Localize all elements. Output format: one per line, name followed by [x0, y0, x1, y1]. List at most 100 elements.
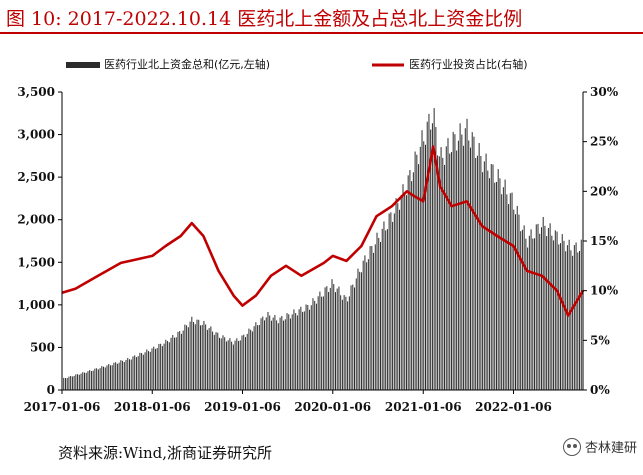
- bar: [449, 153, 451, 390]
- x-tick-label: 2017-01-06: [24, 400, 101, 414]
- bar: [497, 169, 499, 390]
- wechat-icon: [562, 437, 581, 456]
- bar: [502, 187, 504, 390]
- bar: [373, 252, 375, 390]
- bar: [407, 175, 409, 390]
- legend-label-bar: 医药行业北上资金总和(亿元,左轴): [104, 57, 270, 71]
- bar: [347, 301, 349, 390]
- bar: [229, 338, 231, 390]
- bar: [438, 156, 440, 390]
- bar: [424, 144, 426, 390]
- bar: [298, 309, 300, 390]
- bar: [476, 155, 478, 390]
- bar: [388, 213, 390, 390]
- bar: [296, 315, 298, 390]
- bar: [348, 296, 350, 390]
- bar: [504, 179, 506, 390]
- bar: [193, 322, 195, 390]
- bar: [371, 245, 373, 390]
- bar: [208, 328, 210, 390]
- bar: [246, 333, 248, 390]
- bar: [374, 244, 376, 390]
- bar: [270, 320, 272, 390]
- bar: [205, 324, 207, 390]
- bar: [437, 155, 439, 390]
- bar: [485, 153, 487, 390]
- bar: [108, 364, 110, 390]
- bar: [291, 314, 293, 390]
- y-right-tick-label: 25%: [590, 135, 619, 149]
- bar: [307, 305, 309, 390]
- bar: [84, 372, 85, 390]
- bar: [499, 178, 501, 390]
- x-tick-label: 2020-01-06: [294, 400, 371, 414]
- bar: [386, 229, 388, 390]
- bar: [509, 193, 511, 390]
- bar: [352, 284, 354, 390]
- bar: [321, 296, 323, 390]
- bar: [212, 331, 214, 390]
- bar: [244, 337, 246, 390]
- bar: [539, 233, 541, 390]
- bar: [172, 335, 174, 390]
- bar: [322, 296, 324, 390]
- bar: [570, 250, 572, 390]
- bar: [115, 362, 117, 390]
- bar: [405, 195, 407, 390]
- title-divider: [0, 32, 643, 34]
- bar: [516, 205, 518, 390]
- y-left-tick-label: 3,500: [17, 85, 55, 99]
- bar: [381, 228, 383, 390]
- bar: [283, 320, 285, 390]
- bar: [454, 134, 456, 390]
- bar: [94, 368, 96, 390]
- bar: [357, 268, 359, 390]
- bar: [104, 367, 106, 390]
- bar: [194, 324, 196, 390]
- bar: [132, 356, 134, 390]
- bar: [149, 351, 151, 390]
- y-right-tick-label: 10%: [590, 284, 619, 298]
- bar: [390, 212, 392, 390]
- bar: [490, 164, 492, 390]
- bar: [281, 316, 283, 390]
- bar: [267, 311, 269, 390]
- y-right-tick-label: 30%: [590, 85, 619, 99]
- bar: [435, 127, 437, 390]
- bar: [279, 317, 281, 390]
- bar: [442, 157, 444, 390]
- bar: [196, 319, 198, 390]
- bar: [89, 370, 91, 390]
- y-left-tick-label: 0: [47, 383, 55, 397]
- bar: [129, 359, 130, 390]
- bar: [359, 271, 361, 390]
- bar: [179, 331, 181, 390]
- y-right-tick-label: 15%: [590, 234, 619, 248]
- bar: [309, 309, 311, 390]
- bar: [101, 366, 103, 390]
- bar: [71, 376, 73, 390]
- bar: [456, 150, 458, 390]
- bar: [393, 213, 395, 390]
- bar: [151, 348, 153, 390]
- bar: [469, 147, 471, 390]
- legend-label-line: 医药行业投资占比(右轴): [409, 57, 528, 71]
- bar: [80, 373, 82, 390]
- bar: [241, 335, 243, 390]
- bar: [177, 331, 179, 390]
- bar: [383, 221, 385, 390]
- bar: [97, 369, 99, 390]
- bar: [239, 340, 241, 390]
- bar: [328, 292, 330, 390]
- bar: [397, 203, 399, 390]
- y-right-tick-label: 0%: [590, 383, 610, 397]
- y-right-tick-label: 5%: [590, 333, 610, 347]
- bar: [174, 337, 176, 390]
- x-tick-label: 2019-01-06: [204, 400, 281, 414]
- bar: [225, 341, 227, 390]
- bar: [253, 326, 255, 390]
- bar: [412, 172, 414, 390]
- bar: [440, 147, 442, 390]
- bar: [350, 285, 352, 390]
- bar: [414, 151, 416, 390]
